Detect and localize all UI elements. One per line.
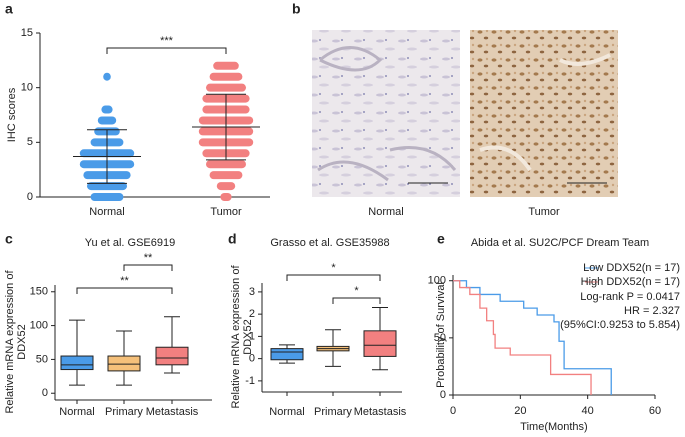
y-axis-label: DDX52: [242, 319, 254, 354]
y-tick-label: 1: [249, 330, 255, 342]
chart-title: Grasso et al. GSE35988: [270, 237, 389, 249]
whisker: [279, 359, 295, 364]
y-axis-label: Relative mRNA expression of: [230, 265, 242, 409]
y-tick-label: -1: [245, 375, 255, 387]
y-tick-label: 50: [434, 332, 446, 344]
x-tick-label: Normal: [368, 206, 403, 218]
whisker: [325, 329, 341, 347]
whisker: [372, 306, 388, 331]
significance-label: **: [120, 275, 129, 287]
box: [60, 355, 94, 371]
annotation: (95%CI:0.9253 to 5.854): [560, 319, 680, 331]
x-tick-label: Tumor: [210, 206, 242, 218]
score-row: [209, 171, 243, 180]
y-tick-label: 100: [428, 275, 446, 287]
x-tick-label: Primary: [314, 406, 352, 418]
x-tick-label: 60: [649, 405, 661, 417]
image-texture: [479, 53, 611, 172]
y-tick-label: 2: [249, 308, 255, 320]
x-axis-label: Time(Months): [520, 421, 587, 433]
survival-curve: [453, 280, 592, 395]
y-tick-label: 150: [30, 286, 48, 298]
legend-label: Low DDX52(n = 17): [583, 262, 680, 274]
significance-bracket: [123, 264, 173, 271]
box: [155, 346, 189, 366]
x-tick-label: 0: [450, 405, 456, 417]
sd-bar: [87, 129, 127, 184]
chart-title: Abida et al. SU2C/PCF Dream Team: [471, 237, 649, 249]
image-normal: [312, 30, 460, 197]
whisker: [164, 316, 180, 348]
significance-bracket: [286, 274, 381, 281]
y-tick-label: 15: [21, 27, 33, 39]
y-tick-label: 5: [27, 136, 33, 148]
x-tick-label: Tumor: [528, 206, 560, 218]
score-row: [97, 116, 117, 125]
whisker: [116, 370, 132, 386]
whisker: [372, 356, 388, 371]
y-axis-label: IHC scores: [6, 87, 18, 142]
y-tick-label: 0: [27, 191, 33, 203]
score-row: [101, 105, 113, 114]
annotation: Log-rank P = 0.0417: [580, 291, 680, 303]
score-row: [206, 83, 246, 92]
image-texture: [317, 46, 457, 182]
score-row: [209, 72, 243, 81]
y-tick-label: 3: [249, 286, 255, 298]
whisker: [164, 364, 180, 374]
significance-label: *: [354, 285, 359, 297]
x-tick-label: Primary: [105, 406, 143, 418]
panel-label: d: [228, 231, 237, 247]
whisker: [279, 344, 295, 349]
y-tick-label: 50: [36, 353, 48, 365]
annotation: HR = 2.327: [624, 305, 680, 317]
chart-title: Yu et al. GSE6919: [85, 237, 176, 249]
box: [363, 330, 397, 357]
x-tick-label: Metastasis: [146, 406, 199, 418]
score-row: [220, 193, 232, 201]
significance-label: *: [331, 262, 336, 274]
panel-label: e: [437, 231, 445, 247]
panel-label: b: [292, 1, 301, 17]
sd-bar: [206, 93, 246, 161]
ihc-images: [312, 30, 618, 197]
score-row: [87, 182, 127, 191]
x-tick-label: 40: [582, 405, 594, 417]
x-tick-label: Normal: [59, 406, 94, 418]
x-tick-label: Metastasis: [354, 406, 407, 418]
whisker: [325, 350, 341, 367]
whisker: [69, 369, 85, 386]
y-tick-label: 0: [42, 387, 48, 399]
score-row: [206, 160, 246, 169]
y-axis-label: DDX52: [16, 324, 28, 359]
significance-label: **: [144, 252, 153, 264]
x-tick-label: Normal: [269, 406, 304, 418]
box: [107, 355, 141, 372]
image-tumor: [470, 30, 618, 197]
whisker: [116, 330, 132, 357]
significance-bracket: [106, 47, 227, 54]
significance-label: ***: [160, 35, 174, 47]
y-tick-label: 100: [30, 319, 48, 331]
x-tick-label: Normal: [89, 206, 124, 218]
box: [270, 348, 304, 361]
survival-curve: [453, 280, 612, 395]
y-tick-label: 10: [21, 82, 33, 94]
y-tick-label: 0: [440, 389, 446, 401]
y-axis-label: Probability of Survival: [435, 282, 447, 388]
score-row: [213, 61, 239, 70]
significance-bracket: [332, 297, 381, 304]
significance-bracket: [76, 287, 173, 294]
panel-label: a: [5, 1, 13, 17]
score-row: [90, 193, 124, 201]
score-row: [103, 72, 111, 81]
y-tick-label: 0: [249, 353, 255, 365]
x-tick-label: 20: [514, 405, 526, 417]
panel-label: c: [5, 231, 13, 247]
legend-label: High DDX52(n = 17): [581, 276, 680, 288]
whisker: [69, 319, 85, 357]
y-axis-label: Relative mRNA expression of: [4, 270, 16, 414]
score-row: [216, 182, 236, 191]
